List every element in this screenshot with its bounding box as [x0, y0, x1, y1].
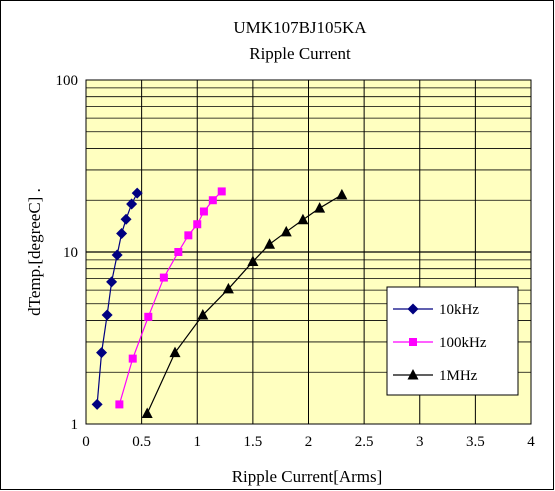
data-point-1MHz	[314, 202, 326, 213]
data-point-10kHz	[131, 187, 143, 199]
chart-title: UMK107BJ105KA	[233, 18, 367, 37]
x-tick-label: 2.5	[355, 434, 374, 450]
legend-label-100kHz: 100kHz	[439, 335, 487, 351]
legend-label-1MHz: 1MHz	[439, 368, 478, 384]
y-axis-label: dTemp.[degreeC] .	[25, 188, 44, 316]
data-point-100kHz	[208, 196, 217, 205]
legend-marker-1MHz	[407, 369, 419, 380]
data-point-1MHz	[169, 346, 181, 358]
y-tick-label: 1	[71, 417, 79, 433]
data-point-1MHz	[297, 213, 309, 225]
data-point-100kHz	[115, 400, 124, 409]
data-point-1MHz	[280, 225, 292, 237]
data-point-10kHz	[91, 398, 103, 410]
legend-marker-10kHz	[407, 303, 419, 315]
data-point-100kHz	[159, 273, 168, 282]
x-tick-label: 3	[416, 434, 424, 450]
data-point-1MHz	[222, 282, 234, 294]
legend-marker-100kHz	[409, 338, 417, 346]
x-tick-label: 3.5	[466, 434, 485, 450]
data-point-1MHz	[264, 238, 276, 249]
data-point-10kHz	[96, 347, 108, 359]
legend: 10kHz 100kHz 1MHz	[386, 286, 519, 396]
data-point-100kHz	[144, 312, 153, 321]
y-tick-labels: 1 10 100	[56, 73, 79, 433]
x-tick-label: 1	[194, 434, 202, 450]
data-point-100kHz	[128, 354, 137, 363]
data-point-10kHz	[106, 276, 118, 288]
data-point-100kHz	[199, 207, 208, 216]
chart-subtitle: Ripple Current	[249, 44, 351, 63]
x-tick-label: 0.5	[132, 434, 151, 450]
data-point-100kHz	[174, 248, 183, 256]
x-tick-labels: 0 0.5 1 1.5 2 2.5 3 3.5 4	[82, 434, 535, 450]
series-line-1MHz	[146, 194, 343, 414]
data-point-10kHz	[120, 213, 132, 225]
y-tick-label: 100	[56, 73, 79, 89]
data-point-10kHz	[116, 228, 128, 240]
series-markers	[91, 187, 348, 419]
data-point-10kHz	[111, 249, 123, 261]
data-point-1MHz	[141, 407, 153, 419]
data-point-1MHz	[197, 309, 209, 320]
data-point-100kHz	[193, 220, 202, 229]
data-point-1MHz	[247, 255, 259, 267]
x-tick-label: 1.5	[244, 434, 263, 450]
y-tick-label: 10	[63, 245, 78, 261]
data-point-100kHz	[217, 187, 226, 196]
legend-label-10kHz: 10kHz	[439, 302, 479, 318]
x-tick-label: 2	[305, 434, 313, 450]
series-line-100kHz	[118, 190, 223, 405]
data-point-100kHz	[184, 231, 193, 240]
x-tick-label: 4	[527, 434, 535, 450]
data-point-1MHz	[336, 188, 348, 200]
x-tick-label: 0	[82, 434, 90, 450]
data-point-10kHz	[126, 198, 138, 210]
x-axis-label: Ripple Current[Arms]	[232, 467, 383, 486]
data-point-10kHz	[101, 309, 113, 321]
